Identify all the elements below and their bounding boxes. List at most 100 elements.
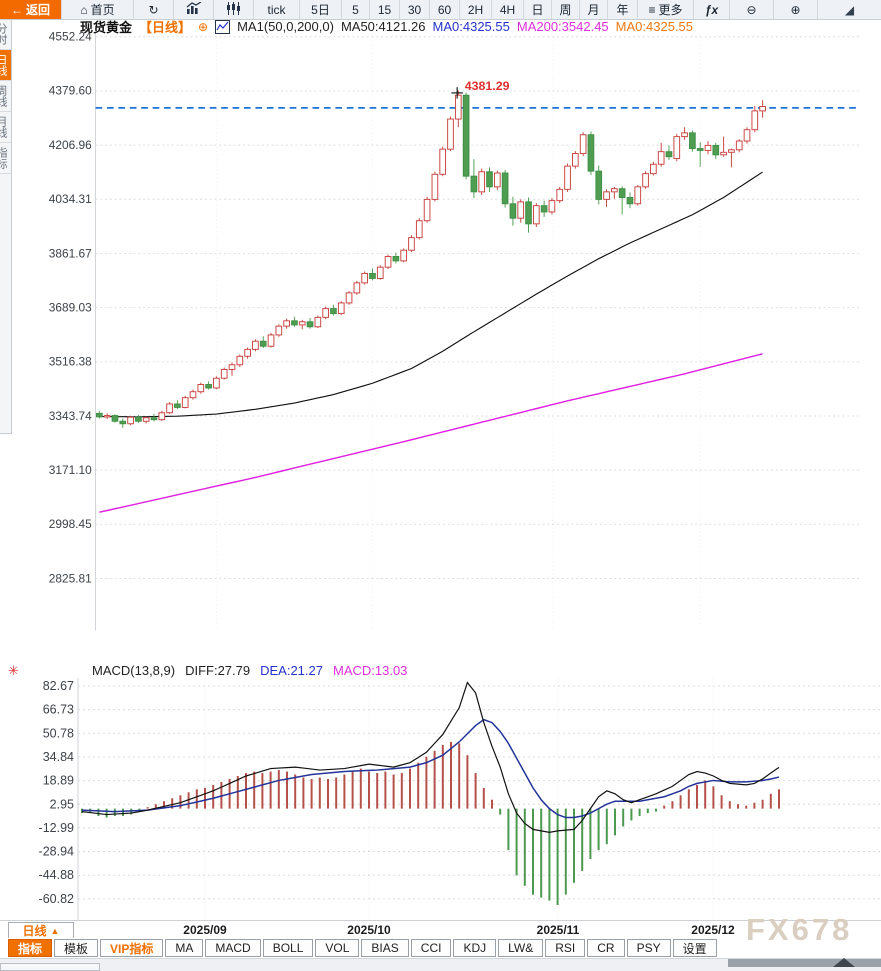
candle-up <box>611 188 618 193</box>
tab-boll[interactable]: BOLL <box>262 939 314 957</box>
ma50-line <box>99 171 763 418</box>
candle-down <box>509 203 517 219</box>
ma200-value: MA200:3542.45 <box>516 19 609 34</box>
period-4h-button[interactable]: 4H <box>492 0 524 19</box>
candle-down <box>96 412 103 418</box>
more-button[interactable]: ≡ 更多 <box>638 0 694 19</box>
y-axis-label: 4206.96 <box>49 138 92 152</box>
candle-up <box>548 200 556 213</box>
tab-bias[interactable]: BIAS <box>361 939 409 957</box>
zoom-out-button[interactable]: ⊖ <box>730 0 774 19</box>
tab-rsi[interactable]: RSI <box>545 939 586 957</box>
candle-down <box>111 415 119 422</box>
period-month-button[interactable]: 月 <box>580 0 608 19</box>
period-30m-button[interactable]: 30 <box>400 0 430 19</box>
macd-settings-icon[interactable]: ✳ <box>8 663 19 678</box>
sidebar-period-item[interactable]: 周线 <box>0 81 11 112</box>
ma200-line <box>99 353 763 513</box>
tab-macd[interactable]: MACD <box>205 939 261 957</box>
left-sidebar-strip: 分时 日线 周线 月线 指标 <box>0 19 12 434</box>
period-label: 【日线】 <box>139 20 192 35</box>
candle-up <box>454 94 462 120</box>
sidebar-period-item[interactable]: 月线 <box>0 112 11 143</box>
candle-up <box>228 364 236 370</box>
period-tick-button[interactable]: tick <box>254 0 300 19</box>
candle-down <box>392 256 400 262</box>
tab-settings[interactable]: 设置 <box>672 939 717 957</box>
candle-up <box>361 272 368 284</box>
bottom-strip <box>0 958 881 971</box>
candle-up <box>252 340 259 350</box>
sidebar-period-item[interactable]: 指标 <box>0 143 11 174</box>
candle-up <box>431 173 439 200</box>
period-year-button[interactable]: 年 <box>608 0 638 19</box>
tab-ma[interactable]: MA <box>165 939 204 957</box>
period-5m-button[interactable]: 5 <box>342 0 370 19</box>
period-week-button[interactable]: 周 <box>552 0 580 19</box>
candle-up <box>158 412 166 421</box>
symbol-name: 现货黄金 <box>80 20 133 35</box>
candle-up <box>322 308 329 318</box>
home-button[interactable]: ⌂ 首页 <box>62 0 134 19</box>
top-toolbar: ← 返回 ⌂ 首页 ↻ tick <box>0 0 881 20</box>
candle-up <box>642 173 649 188</box>
candle-up <box>478 171 486 193</box>
period-selector[interactable]: 日线 ▲ <box>8 922 74 939</box>
macd-y-axis-label: -44.88 <box>39 868 74 882</box>
horizontal-scrollbar[interactable] <box>728 958 881 967</box>
main-candlestick-chart[interactable]: 4552.24 4379.60 4206.96 4034.31 3861.67 3689.… <box>0 32 881 661</box>
period-15m-button[interactable]: 15 <box>370 0 400 19</box>
bar-chart-icon <box>186 0 202 18</box>
refresh-button[interactable]: ↻ <box>134 0 174 19</box>
period-day-button[interactable]: 日 <box>524 0 552 19</box>
candle-mode-button[interactable] <box>214 0 254 19</box>
macd-header-row: MACD(13,8,9) DIFF:27.79 DEA:21.27 MACD:1… <box>0 663 881 678</box>
candle-up <box>213 377 220 389</box>
tab-cr[interactable]: CR <box>587 939 625 957</box>
tab-psy[interactable]: PSY <box>626 939 671 957</box>
back-button[interactable]: ← 返回 <box>0 0 62 19</box>
candle-down <box>618 188 626 198</box>
candle-up <box>743 129 751 142</box>
candle-up <box>415 220 423 239</box>
candle-up <box>244 348 251 357</box>
formula-button[interactable]: ƒx <box>694 0 730 19</box>
macd-chart[interactable]: 82.67 66.73 50.78 34.84 18.89 2.95 -12.99 -28.9… <box>0 678 881 920</box>
candle-up <box>103 415 111 418</box>
draw-tool-icon: ◢ <box>844 2 855 17</box>
period-5d-button[interactable]: 5日 <box>300 0 342 19</box>
tab-templates[interactable]: 模板 <box>54 939 99 957</box>
macd-y-axis-label: 66.73 <box>43 703 74 717</box>
tab-lw[interactable]: LW& <box>498 939 544 957</box>
bar-chart-mode-button[interactable] <box>174 0 214 19</box>
tab-vip-indicators[interactable]: VIP指标 <box>100 939 164 957</box>
draw-tool-button[interactable]: ◢ <box>818 0 881 19</box>
candle-up <box>345 292 353 304</box>
macd-y-axis-label: 82.67 <box>43 679 74 693</box>
zoom-in-button[interactable]: ⊕ <box>774 0 818 19</box>
triangle-up-icon: ▲ <box>50 925 60 936</box>
tab-kdj[interactable]: KDJ <box>453 939 497 957</box>
tab-cci[interactable]: CCI <box>410 939 452 957</box>
period-60m-button[interactable]: 60 <box>430 0 460 19</box>
candle-up <box>556 188 564 202</box>
tab-vol[interactable]: VOL <box>315 939 360 957</box>
ma0-blue-value: MA0:4325.55 <box>432 19 510 34</box>
candle-down <box>501 172 509 205</box>
ma-chart-icon[interactable] <box>215 19 231 34</box>
expand-icon[interactable]: ⊕ <box>198 19 209 34</box>
candle-down <box>595 170 603 200</box>
x-label-sep: 2025/09 <box>183 923 227 937</box>
sidebar-period-item[interactable]: 日线 <box>0 50 11 81</box>
candle-up <box>298 321 306 326</box>
scroll-up-arrow-icon[interactable] <box>833 958 855 967</box>
candle-down <box>259 340 267 347</box>
candle-up <box>423 198 431 222</box>
candle-down <box>587 134 595 172</box>
tab-indicators[interactable]: 指标 <box>8 939 53 957</box>
candle-up <box>603 191 610 200</box>
period-2h-button[interactable]: 2H <box>460 0 492 19</box>
candle-up <box>400 249 408 262</box>
sidebar-period-item[interactable]: 分时 <box>0 19 11 50</box>
candle-up <box>751 110 759 131</box>
